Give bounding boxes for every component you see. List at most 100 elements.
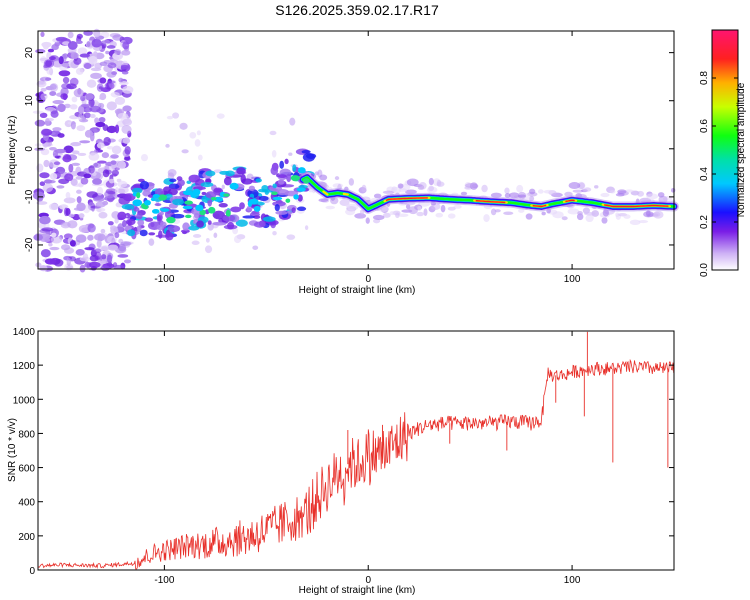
halo-blob bbox=[373, 193, 382, 199]
colorbar-gradient bbox=[712, 30, 738, 270]
noise-blob bbox=[166, 115, 174, 120]
ridge-blob bbox=[196, 220, 204, 228]
halo-blob bbox=[494, 209, 501, 213]
ridge-blob bbox=[223, 176, 232, 186]
noise-blob bbox=[49, 146, 57, 151]
noise-blob bbox=[77, 152, 87, 156]
y-tick-label: -10 bbox=[24, 189, 35, 204]
noise-blob bbox=[98, 211, 108, 219]
noise-blob bbox=[56, 185, 65, 189]
noise-blob bbox=[40, 249, 51, 258]
noise-blob bbox=[51, 232, 57, 238]
noise-blob bbox=[110, 154, 119, 159]
noise-blob bbox=[69, 240, 76, 247]
ridge-blob bbox=[144, 217, 154, 222]
halo-blob bbox=[615, 212, 620, 218]
noise-blob bbox=[36, 163, 44, 173]
ridge-blob bbox=[137, 219, 145, 226]
halo-blob bbox=[365, 217, 370, 224]
halo-blob bbox=[503, 211, 514, 216]
noise-blob bbox=[205, 237, 210, 243]
noise-blob bbox=[49, 172, 58, 180]
ridge-blob bbox=[261, 184, 269, 192]
ridge-blob bbox=[165, 231, 174, 241]
halo-blob bbox=[583, 212, 596, 216]
ridge-blob bbox=[296, 206, 307, 212]
noise-blob bbox=[122, 137, 131, 144]
noise-blob bbox=[114, 49, 122, 56]
halo-blob bbox=[361, 184, 367, 193]
ridge-hot-blob bbox=[136, 192, 141, 199]
noise-blob bbox=[86, 41, 91, 47]
halo-blob bbox=[334, 176, 340, 181]
ridge-blob bbox=[168, 183, 180, 190]
ridge-blob bbox=[227, 221, 235, 230]
ridge-blob bbox=[207, 220, 212, 225]
ridge-blob bbox=[262, 216, 276, 222]
ridge-hot-blob bbox=[293, 194, 299, 200]
noise-blob bbox=[117, 188, 126, 194]
noise-blob bbox=[122, 41, 130, 50]
halo-blob bbox=[504, 187, 510, 194]
noise-blob bbox=[54, 148, 66, 154]
noise-blob bbox=[94, 233, 106, 241]
noise-blob bbox=[122, 118, 132, 126]
colorbar-ticks: 0.0 0.2 0.4 0.6 0.8 bbox=[699, 29, 739, 277]
noise-blob bbox=[213, 232, 218, 238]
noise-blob bbox=[101, 152, 110, 159]
halo-blob bbox=[670, 187, 676, 193]
noise-blob bbox=[40, 238, 51, 243]
noise-blob bbox=[120, 241, 132, 246]
noise-blob bbox=[172, 112, 180, 119]
ridge-blob bbox=[158, 230, 163, 239]
halo-blob bbox=[518, 208, 525, 213]
noise-blob bbox=[196, 130, 201, 136]
noise-blob bbox=[140, 153, 149, 162]
y-tick-label: 600 bbox=[18, 464, 35, 475]
halo-blob bbox=[354, 213, 367, 219]
spectrogram-ridge bbox=[132, 167, 679, 224]
noise-blob bbox=[63, 247, 75, 254]
noise-blob bbox=[79, 140, 91, 144]
halo-blob bbox=[464, 183, 477, 188]
noise-blob bbox=[96, 172, 104, 180]
ridge-blob bbox=[286, 173, 292, 183]
noise-blob bbox=[304, 225, 309, 231]
ridge-blob bbox=[205, 170, 216, 177]
snr-x-axis-label: Height of straight line (km) bbox=[299, 585, 416, 596]
noise-blob bbox=[121, 125, 132, 134]
noise-blob bbox=[76, 202, 86, 212]
ridge-hot-blob bbox=[302, 178, 310, 184]
noise-blob bbox=[51, 43, 59, 51]
halo-blob bbox=[657, 192, 665, 198]
snr-series bbox=[37, 331, 675, 570]
noise-blob bbox=[99, 61, 108, 67]
noise-blob bbox=[112, 34, 123, 41]
ridge-blob bbox=[272, 183, 277, 189]
y-tick-label: 1200 bbox=[13, 361, 36, 372]
ridge-hot-blob bbox=[144, 199, 151, 206]
halo-blob bbox=[332, 183, 344, 189]
ridge-hot-blob bbox=[151, 208, 160, 214]
halo-blob bbox=[552, 211, 564, 219]
noise-blob bbox=[110, 160, 117, 165]
noise-blob bbox=[64, 173, 74, 182]
noise-blob bbox=[100, 228, 106, 234]
ridge-blob bbox=[154, 203, 162, 207]
noise-blob bbox=[121, 49, 131, 56]
noise-blob bbox=[48, 203, 59, 211]
halo-blob bbox=[617, 189, 627, 195]
noise-blob bbox=[76, 196, 82, 204]
noise-blob bbox=[286, 234, 296, 240]
ridge-blob bbox=[235, 219, 248, 227]
noise-blob bbox=[117, 223, 124, 232]
noise-blob bbox=[42, 183, 54, 193]
noise-blob bbox=[117, 254, 129, 258]
noise-blob bbox=[52, 127, 62, 132]
noise-blob bbox=[71, 150, 80, 155]
noise-blob bbox=[39, 172, 50, 179]
halo-blob bbox=[406, 178, 419, 187]
ridge-blob bbox=[292, 164, 297, 172]
noise-blob bbox=[86, 79, 97, 88]
halo-blob bbox=[629, 219, 641, 226]
